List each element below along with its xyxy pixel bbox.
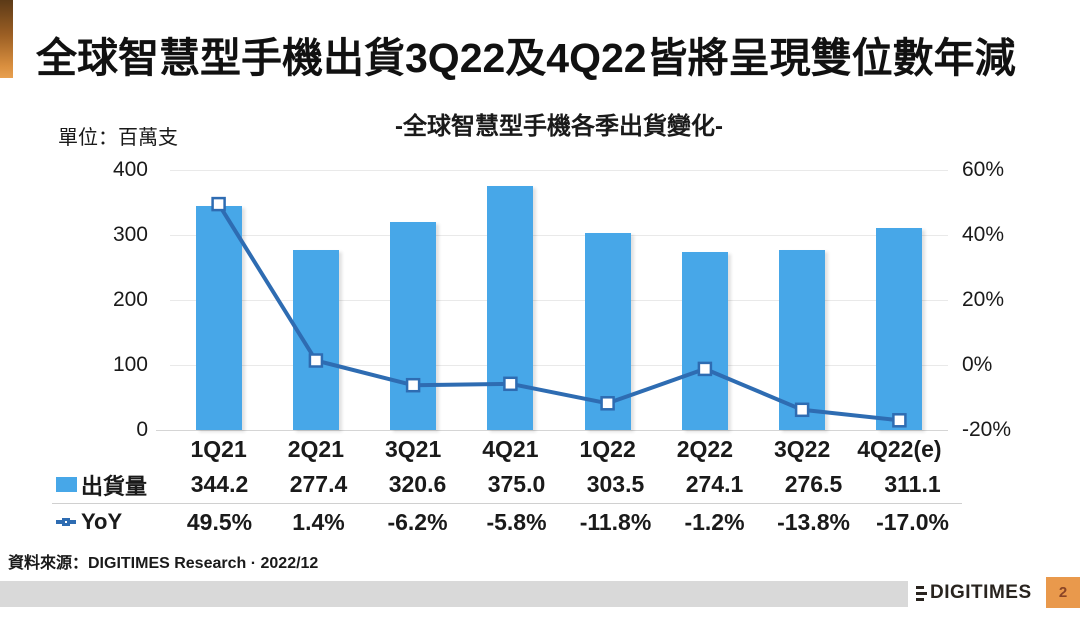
yoy-marker	[405, 377, 421, 393]
yoy-marker	[794, 402, 810, 418]
yoy-marker	[211, 196, 226, 212]
shipment-bar	[390, 221, 437, 430]
yoy-row: YoY 49.5% 1.4% -6.2% -5.8% -11.8% -1.2% -13.8%…	[52, 503, 962, 540]
shipment-bar	[292, 249, 339, 430]
yoy-marker	[892, 413, 907, 428]
shipment-values: 344.2 277.4 320.6 375.0 303.5 274.1 276.5 311.1	[170, 471, 962, 498]
bar-slot	[267, 170, 364, 430]
left-axis-tick: 300	[112, 223, 148, 246]
bar-slot	[170, 170, 267, 430]
legend-yoy: YoY	[52, 509, 170, 535]
yoy-value-cell: -13.8%	[777, 508, 850, 535]
right-axis-tick: 0%	[962, 353, 993, 376]
shipment-bar	[876, 227, 923, 430]
right-axis-tick: 60%	[962, 158, 1005, 181]
yoy-marker	[308, 353, 324, 368]
bar-slot	[656, 170, 753, 430]
x-axis-label: 3Q21	[384, 436, 442, 462]
footer-bar	[0, 581, 908, 607]
legend-shipments-label: 出貨量	[81, 473, 148, 499]
yoy-value-cell: -17.0%	[876, 508, 949, 535]
bar-slot	[365, 170, 462, 430]
plot-area	[156, 170, 948, 431]
right-axis-tick: 20%	[962, 288, 1005, 311]
x-axis-label: 4Q22(e)	[857, 436, 942, 462]
gridline	[170, 300, 948, 301]
x-axis-label: 1Q22	[579, 436, 636, 462]
yoy-line	[216, 203, 900, 423]
right-axis-tick: 40%	[962, 223, 1005, 246]
legend-yoy-label: YoY	[81, 509, 123, 534]
chart-title: -全球智慧型手機各季出貨變化-	[395, 113, 723, 140]
bar-legend-swatch-icon	[56, 477, 77, 492]
shipment-value-cell: 311.1	[884, 471, 941, 497]
shipment-value-cell: 277.4	[289, 471, 348, 497]
yoy-line-layer	[211, 196, 907, 428]
yoy-value-cell: -11.8%	[579, 508, 652, 535]
unit-label: 單位：百萬支	[58, 127, 178, 149]
shipment-value-cell: 274.1	[685, 471, 744, 497]
legend-shipments: 出貨量	[52, 469, 170, 501]
bar-slot	[851, 170, 948, 430]
shipment-bar	[681, 251, 728, 430]
right-axis-tick: -20%	[962, 418, 1012, 441]
left-axis-tick: 100	[112, 353, 148, 376]
x-axis-label: 2Q21	[287, 436, 344, 462]
shipment-value-cell: 375.0	[487, 471, 546, 497]
page-title: 全球智慧型手機出貨3Q22及4Q22皆將呈現雙位數年減	[36, 35, 1016, 81]
x-axis-label: 2Q22	[676, 436, 733, 462]
x-axis-label: 3Q22	[773, 436, 831, 462]
shipment-bar	[195, 206, 242, 430]
logo-speed-lines-icon	[916, 585, 927, 601]
shipment-value-cell: 344.2	[190, 471, 249, 497]
yoy-marker	[503, 376, 518, 392]
shipment-row: 出貨量 344.2 277.4 320.6 375.0 303.5 274.1 276.5 3…	[52, 466, 962, 503]
gridline	[170, 235, 948, 236]
line-legend-marker-icon	[56, 518, 76, 526]
logo-text: DIGITIMES	[930, 582, 1032, 603]
x-axis-label: 4Q21	[482, 436, 539, 462]
source-note: 資料來源：DIGITIMES Research · 2022/12	[8, 555, 319, 572]
digitimes-logo: DIGITIMES	[916, 582, 1032, 604]
left-axis-tick: 400	[112, 158, 148, 181]
yoy-marker	[600, 396, 615, 411]
yoy-value-cell: 1.4%	[292, 508, 345, 535]
bar-slot	[754, 170, 851, 430]
left-axis-tick: 0	[136, 418, 148, 441]
shipment-value-cell: 276.5	[784, 471, 843, 497]
accent-bar	[0, 0, 13, 78]
shipment-value-cell: 320.6	[388, 471, 447, 497]
x-axis-label: 1Q21	[190, 436, 247, 462]
yoy-values: 49.5% 1.4% -6.2% -5.8% -11.8% -1.2% -13.8% -17.…	[170, 509, 962, 536]
page-number-badge: 2	[1046, 577, 1080, 608]
yoy-marker	[697, 361, 713, 377]
data-table: 出貨量 344.2 277.4 320.6 375.0 303.5 274.1 276.5 3…	[52, 466, 962, 540]
yoy-value-cell: 49.5%	[186, 508, 253, 535]
yoy-value-cell: -5.8%	[486, 508, 547, 535]
gridline	[170, 170, 948, 171]
gridline	[156, 430, 948, 431]
shipment-bar	[779, 250, 826, 430]
yoy-value-cell: -1.2%	[684, 508, 745, 535]
left-axis-tick: 200	[112, 288, 148, 311]
shipment-value-cell: 303.5	[586, 471, 645, 497]
gridline	[170, 365, 948, 366]
yoy-value-cell: -6.2%	[387, 508, 448, 535]
x-axis-labels: 1Q21 2Q21 3Q21 4Q21 1Q22 2Q22 3Q22 4Q22(e)	[170, 436, 948, 463]
